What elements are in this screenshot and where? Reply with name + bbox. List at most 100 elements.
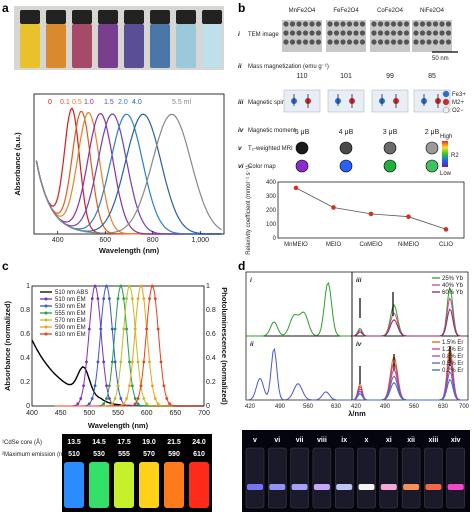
nanoparticle <box>390 39 397 45</box>
ucnp-vial <box>446 447 465 509</box>
moment-values: 5 μB 4 μB 3 μB 2 μB <box>295 129 440 136</box>
nanoparticle <box>327 21 333 27</box>
emission-point <box>153 397 157 400</box>
nanoparticle <box>384 30 390 36</box>
c-x-tick: 600 <box>141 410 153 417</box>
nanoparticle <box>315 39 322 45</box>
row-number: v <box>238 145 242 152</box>
nanoparticle <box>403 30 410 36</box>
vial-cap <box>20 10 40 24</box>
emission-point <box>116 297 120 301</box>
qd-vial <box>139 462 159 508</box>
nanoparticle <box>445 21 452 27</box>
max-emission: 590 <box>168 451 180 458</box>
emission-point <box>128 284 131 288</box>
row-number: ii <box>238 63 242 70</box>
emission-point <box>145 402 149 406</box>
nanoparticle <box>377 39 384 45</box>
nanoparticle <box>296 30 302 36</box>
c-y-tick-right: 0.4 <box>206 355 216 362</box>
nanoparticle <box>377 21 384 27</box>
c-x-tick: 500 <box>83 410 95 417</box>
y-axis-label: Absorbance (a.u.) <box>13 132 22 196</box>
relaxivity-chart: 0 100 200 300 400 MnMEIO MEIO CoMEIO NiMEIO CLIO <box>266 180 453 248</box>
nanoparticle <box>309 21 315 27</box>
emission-point <box>93 384 97 388</box>
volume-label: 2.0 <box>118 99 128 106</box>
spectrum-iv-3 <box>351 371 468 401</box>
core-size: 21.5 <box>167 439 181 446</box>
nanoparticle <box>302 21 309 27</box>
emission-point <box>105 284 108 288</box>
nanoparticle <box>432 30 439 36</box>
ucnp-glow <box>291 484 308 490</box>
relaxivity-y-tick: 100 <box>266 222 277 228</box>
nanoparticle <box>390 30 397 36</box>
nanoparticle <box>327 39 333 45</box>
nanoparticle <box>439 39 445 45</box>
c-y-tick-left: 0 <box>26 403 30 410</box>
vial-cap <box>98 10 118 24</box>
nanoparticle <box>333 21 340 27</box>
absorbance-curve <box>31 339 204 407</box>
vial <box>124 24 144 68</box>
ucnp-glow <box>425 484 442 490</box>
nanoparticle <box>384 39 390 45</box>
vial <box>20 24 40 68</box>
ucnp-vial <box>334 447 354 509</box>
subpanel-i-frame <box>245 271 353 337</box>
legend-marker <box>44 332 48 336</box>
ucnp-vial-label: xiii <box>429 437 439 444</box>
nanoparticle <box>289 39 296 45</box>
d-x-tick: 560 <box>303 404 314 410</box>
emission-point <box>139 284 143 288</box>
emission-point <box>108 297 111 301</box>
relaxivity-category: NiMEIO <box>398 242 419 248</box>
ucnp-vial-label: viii <box>317 437 327 444</box>
row-label: Color map <box>248 164 276 170</box>
ucnp-glow <box>313 484 330 490</box>
qd-vial-photo <box>62 434 212 512</box>
emission-point <box>130 360 134 364</box>
legend-marker <box>44 325 48 329</box>
emission-point <box>122 327 126 331</box>
ucnp-vial-label: ix <box>341 437 347 444</box>
emission-point <box>162 384 166 388</box>
nanoparticle <box>333 30 340 36</box>
subpanel-iii-label: iii <box>356 277 362 284</box>
nanoparticle <box>432 21 439 27</box>
ion-legend-label: Fe3+ <box>452 92 466 98</box>
emission-point <box>102 297 106 301</box>
nanoparticle <box>384 21 390 27</box>
legend-iv-label: 0.5% Er <box>442 361 463 367</box>
emission-point <box>87 327 91 331</box>
vial <box>98 24 118 68</box>
ucnp-glow <box>269 484 286 490</box>
emission-point <box>136 397 140 400</box>
color-map-image <box>425 159 439 173</box>
ion-legend-swatch <box>442 90 450 98</box>
d-x-tick: 420 <box>351 404 362 410</box>
c-x-tick: 400 <box>26 410 38 417</box>
color-scale-high: High <box>440 134 452 140</box>
emission-point <box>151 384 154 388</box>
emission-point <box>105 397 108 400</box>
spin-structures <box>283 89 451 113</box>
nanoparticle <box>340 21 346 27</box>
emission-point <box>125 397 128 400</box>
x-tick-label: 600 <box>99 237 111 244</box>
panel-c-y-label-right: Photoluminescence (normalized) <box>220 287 229 405</box>
nanoparticle <box>371 30 377 36</box>
nanoparticle <box>426 30 432 36</box>
relaxivity-point <box>368 211 374 217</box>
nanoparticle <box>390 21 397 27</box>
legend-label: 530 nm EM <box>55 304 86 310</box>
volume-label: 0.1 <box>60 99 70 106</box>
nanoparticle <box>426 39 432 45</box>
emission-point <box>93 284 97 288</box>
emission-point <box>82 384 85 388</box>
relaxivity-plot-frame <box>277 181 465 239</box>
relaxivity-point <box>443 227 449 232</box>
emission-point <box>139 384 143 388</box>
panel-c-x-label: Wavelength (nm) <box>88 421 149 430</box>
